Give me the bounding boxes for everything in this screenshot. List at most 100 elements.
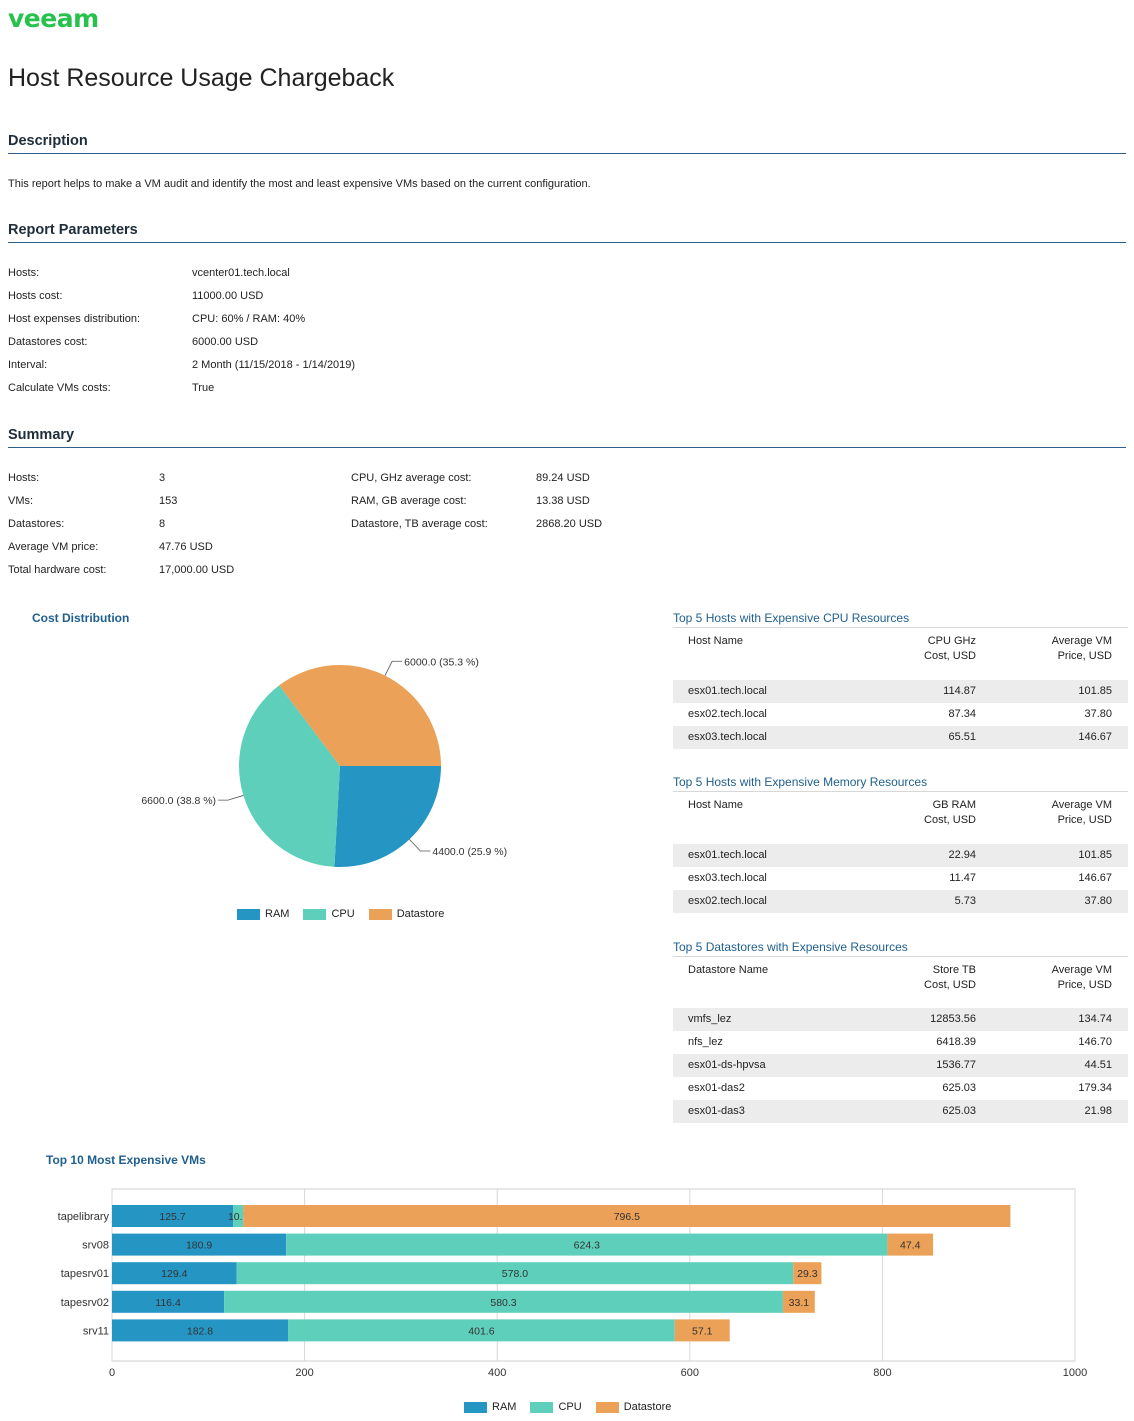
bar-segment-cpu (236, 1262, 794, 1285)
datastore-table-title: Top 5 Datastores with Expensive Resource… (673, 940, 908, 954)
col-header: Datastore Name (688, 964, 769, 976)
legend-label: CPU (331, 908, 355, 920)
summary-value: 8 (159, 518, 166, 530)
legend-item-cpu: CPU (530, 1401, 582, 1413)
report-parameters-heading: Report Parameters (8, 222, 1126, 243)
param-value: 2 Month (11/15/2018 - 1/14/2019) (192, 359, 356, 371)
col-header-line: GB RAM (932, 799, 976, 811)
memory-table-title: Top 5 Hosts with Expensive Memory Resour… (673, 775, 928, 789)
summary-value: 3 (159, 472, 166, 484)
bar-segment-cpu (286, 1233, 888, 1256)
cell: esx03.tech.local (688, 731, 767, 743)
cell: esx01-das3 (688, 1105, 745, 1117)
x-tick-label: 800 (873, 1367, 891, 1379)
cell: 21.98 (1084, 1105, 1112, 1117)
memory-resources-table: Host Name GB RAM Cost, USD Average VM Pric… (673, 791, 1128, 913)
col-header: GB RAM Cost, USD (924, 798, 976, 828)
summary-value: 13.38 USD (536, 495, 590, 507)
bar-segment-ram (112, 1233, 287, 1256)
col-header-line: Price, USD (1057, 979, 1112, 991)
x-tick-label: 400 (488, 1367, 506, 1379)
cell: 37.80 (1084, 708, 1112, 720)
cell: 1536.77 (936, 1059, 976, 1071)
pie-slice-label: 6000.0 (35.3 %) (404, 656, 479, 668)
cell: 65.51 (948, 731, 976, 743)
summary-heading: Summary (8, 427, 1126, 448)
col-header-line: Average VM (1051, 635, 1112, 647)
col-header: Average VM Price, USD (1052, 963, 1112, 993)
table-header: Datastore Name Store TB Cost, USD Average… (673, 956, 1128, 1000)
bar-data-label: 116.4 (155, 1297, 181, 1309)
bar-segment-datastore (782, 1290, 815, 1313)
col-header-line: Average VM (1051, 799, 1112, 811)
cell: 101.85 (1078, 685, 1112, 697)
cost-distribution-pie-chart: 4400.0 (25.9 %) 6600.0 (38.8 %) 6000.0 (35… (141, 656, 507, 867)
cell: 146.67 (1078, 872, 1112, 884)
legend-swatch-datastore (595, 1401, 619, 1413)
col-header: Host Name (688, 799, 744, 811)
cell: 625.03 (942, 1082, 976, 1094)
col-header-line: Cost, USD (924, 814, 976, 826)
bar-data-label: 57.1 (692, 1325, 713, 1337)
bar-segment-cpu (224, 1290, 783, 1313)
cell: 5.73 (954, 895, 976, 907)
bar-data-label: 125.7 (159, 1211, 185, 1223)
cell: 101.85 (1078, 849, 1112, 861)
cell: 12853.56 (930, 1013, 976, 1025)
table-row: esx03.tech.local 65.51 146.67 (673, 726, 1128, 749)
cpu-table-title: Top 5 Hosts with Expensive CPU Resources (673, 611, 910, 625)
table-row: nfs_lez 6418.39 146.70 (673, 1031, 1128, 1054)
page-title: Host Resource Usage Chargeback (8, 64, 395, 92)
cell: 146.67 (1078, 731, 1112, 743)
bar-data-label: 182.8 (187, 1325, 213, 1337)
pie-label-connector (218, 795, 244, 801)
cell: 11.47 (949, 872, 976, 884)
pie-slice-label: 4400.0 (25.9 %) (432, 846, 507, 858)
pie-slice-datastore (279, 665, 441, 766)
bar-segment-datastore (674, 1319, 730, 1342)
cell: 146.70 (1078, 1036, 1112, 1048)
param-value: 6000.00 USD (192, 336, 259, 348)
bar-segment-ram (112, 1319, 289, 1342)
bar-segment-datastore (887, 1233, 934, 1256)
legend-label: RAM (492, 1401, 517, 1413)
y-tick-label: srv08 (82, 1240, 109, 1252)
description-heading: Description (8, 133, 1126, 154)
col-header: Average VM Price, USD (1052, 798, 1112, 828)
summary-value: 17,000.00 USD (159, 564, 235, 576)
cell: 134.74 (1078, 1013, 1112, 1025)
legend-item-ram: RAM (464, 1401, 516, 1413)
cell: 87.34 (948, 708, 976, 720)
bar-segment-datastore (243, 1205, 1011, 1227)
cost-distribution-title: Cost Distribution (32, 611, 130, 625)
col-header-line: Store TB (932, 964, 976, 976)
bar-data-label: 129.4 (161, 1268, 187, 1280)
summary-label: CPU, GHz average cost: (351, 472, 472, 484)
summary-label: Average VM price: (8, 541, 99, 553)
x-tick-label: 0 (109, 1367, 115, 1379)
cell: vmfs_lez (688, 1013, 732, 1025)
cell: 22.94 (948, 849, 976, 861)
legend-label: Datastore (396, 908, 445, 920)
col-header-line: Cost, USD (924, 979, 976, 991)
cell: 37.80 (1084, 895, 1112, 907)
legend-swatch-cpu (303, 908, 327, 920)
cell: 114.87 (943, 685, 976, 697)
param-label: Interval: (8, 359, 48, 371)
summary-label: Total hardware cost: (8, 564, 107, 576)
x-tick-label: 1000 (1063, 1367, 1087, 1379)
description-text: This report helps to make a VM audit and… (8, 178, 591, 190)
bar-segment-ram (112, 1205, 234, 1227)
table-row: esx01.tech.local 22.94 101.85 (673, 844, 1128, 867)
param-value: True (192, 382, 215, 394)
veeam-logo: veeam (8, 4, 99, 33)
bar-data-label: 29.3 (797, 1268, 818, 1280)
summary-label: RAM, GB average cost: (351, 495, 467, 507)
x-tick-label: 200 (295, 1367, 313, 1379)
table-row: esx01.tech.local 114.87 101.85 (673, 680, 1128, 703)
col-header-line: Price, USD (1057, 650, 1112, 662)
legend-swatch-ram (237, 908, 260, 920)
col-header: Average VM Price, USD (1052, 634, 1112, 664)
cell: 179.34 (1078, 1082, 1112, 1094)
